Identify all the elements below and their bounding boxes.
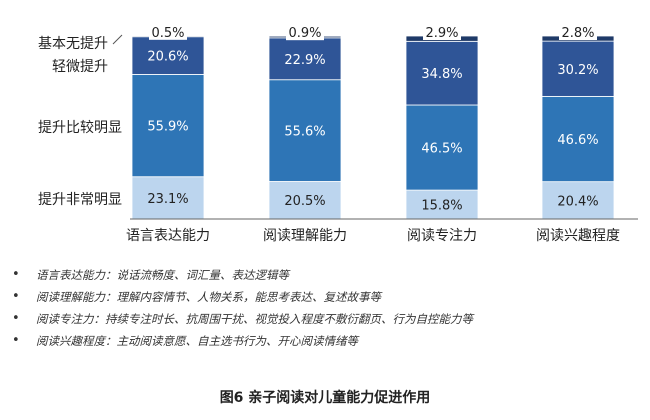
note-item: • 阅读理解能力：理解内容情节、人物关系，能思考表达、复述故事等 bbox=[10, 286, 640, 308]
note-text: 语言表达能力：说话流畅度、词汇量、表达逻辑等 bbox=[36, 268, 289, 282]
bar-segment bbox=[541, 181, 615, 220]
data-label: 30.2% bbox=[557, 63, 598, 78]
data-label: 2.9% bbox=[425, 26, 458, 41]
data-label: 23.1% bbox=[147, 192, 188, 207]
data-label-box bbox=[559, 25, 597, 40]
note-item: • 阅读专注力：持续专注时长、抗周围干扰、视觉投入程度不敷衍翻页、行为自控能力等 bbox=[10, 308, 640, 330]
data-label: 34.8% bbox=[421, 67, 462, 82]
legend-label-s3: 基本无提升 bbox=[38, 35, 108, 52]
data-label: 46.6% bbox=[557, 133, 598, 148]
note-text: 阅读兴趣程度：主动阅读意愿、自主选书行为、开心阅读情绪等 bbox=[36, 334, 358, 348]
bullet-icon: • bbox=[12, 289, 20, 304]
data-label: 2.8% bbox=[561, 26, 594, 41]
x-tick-label: 语言表达能力 bbox=[126, 228, 210, 244]
note-item: • 阅读兴趣程度：主动阅读意愿、自主选书行为、开心阅读情绪等 bbox=[10, 330, 640, 352]
data-label: 55.9% bbox=[147, 120, 188, 135]
notes-list: • 语言表达能力：说话流畅度、词汇量、表达逻辑等 • 阅读理解能力：理解内容情节… bbox=[10, 264, 640, 352]
data-label: 20.5% bbox=[284, 194, 325, 209]
bar-segment bbox=[541, 95, 615, 183]
bullet-icon: • bbox=[12, 311, 20, 326]
data-label: 55.6% bbox=[284, 125, 325, 140]
stacked-bar-chart: 23.1% 55.9% 20.6% 0.5% 20.5% 55.6% 22.9% 0.9% 15… bbox=[38, 24, 638, 244]
note-text: 阅读理解能力：理解内容情节、人物关系，能思考表达、复述故事等 bbox=[36, 290, 381, 304]
figure-caption: 图6 亲子阅读对儿童能力促进作用 bbox=[219, 390, 431, 406]
x-tick-label: 阅读兴趣程度 bbox=[536, 227, 620, 244]
data-label: 15.8% bbox=[421, 199, 462, 214]
bar-segment bbox=[131, 176, 205, 220]
legend-leader-line bbox=[112, 34, 123, 45]
note-item: • 语言表达能力：说话流畅度、词汇量、表达逻辑等 bbox=[10, 264, 640, 286]
data-label: 0.9% bbox=[288, 26, 321, 41]
x-tick-label: 阅读专注力 bbox=[407, 227, 477, 244]
legend-label-s1: 提升比较明显 bbox=[38, 120, 122, 136]
data-label: 20.6% bbox=[147, 50, 188, 65]
legend-label-s2: 轻微提升 bbox=[52, 59, 108, 75]
x-tick-label: 阅读理解能力 bbox=[263, 227, 347, 244]
data-label-box bbox=[423, 25, 461, 40]
note-text: 阅读专注力：持续专注时长、抗周围干扰、视觉投入程度不敷衍翻页、行为自控能力等 bbox=[36, 312, 473, 326]
data-label-box bbox=[286, 25, 324, 41]
bullet-icon: • bbox=[12, 267, 20, 282]
data-label: 22.9% bbox=[284, 53, 325, 68]
bar-segment bbox=[541, 40, 615, 97]
data-label: 0.5% bbox=[151, 26, 184, 41]
bar-segment bbox=[405, 40, 479, 106]
bullet-icon: • bbox=[12, 333, 20, 348]
data-label: 46.5% bbox=[421, 142, 462, 157]
legend-label-s0: 提升非常明显 bbox=[38, 192, 122, 208]
data-label: 20.4% bbox=[557, 194, 598, 209]
data-label-box bbox=[149, 24, 187, 40]
bar-segment bbox=[405, 104, 479, 191]
bar-segment bbox=[131, 74, 205, 178]
